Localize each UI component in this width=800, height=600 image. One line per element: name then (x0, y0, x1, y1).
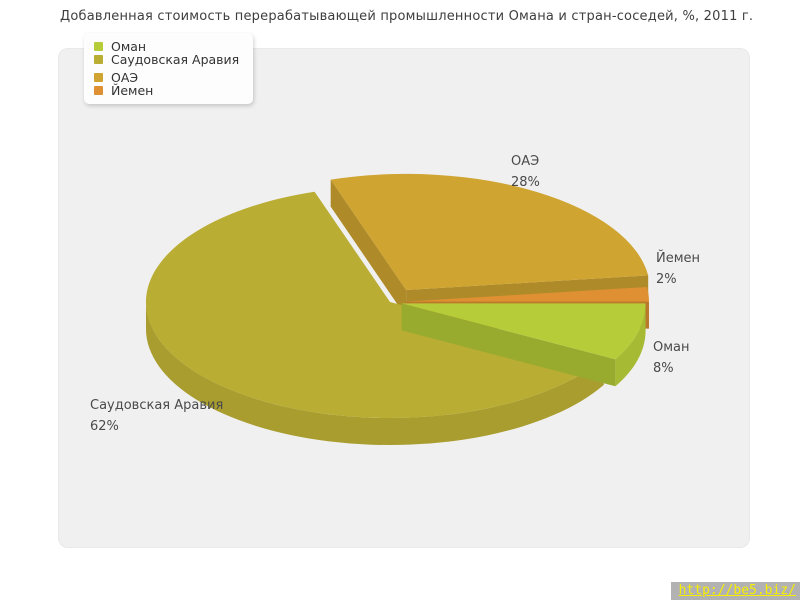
slice-label-name: Саудовская Аравия (90, 398, 224, 413)
legend-swatch-yemen (94, 86, 103, 95)
slice-label-saudi-arabia: Саудовская Аравия 62% (90, 395, 223, 437)
pie-slice-oman-rim[interactable] (615, 303, 646, 387)
legend-item-saudi-arabia[interactable]: Саудовская Аравия (94, 53, 239, 66)
legend-label: Саудовская Аравия (111, 52, 240, 67)
slice-label-oman: Оман 8% (653, 337, 690, 379)
legend: Оман Саудовская Аравия ОАЭ Йемен (84, 33, 254, 104)
slice-label-name: ОАЭ (511, 154, 540, 169)
watermark-link[interactable]: http://be5.biz/ (670, 582, 800, 600)
legend-label: Йемен (111, 83, 154, 98)
slice-label-yemen: Йемен 2% (656, 248, 700, 290)
pie-slice-saudi-arabia[interactable] (145, 191, 604, 419)
legend-label: Оман (111, 39, 147, 54)
slice-label-percent: 8% (653, 361, 674, 376)
pie-slice-uae-side[interactable] (330, 179, 407, 317)
slice-label-uae: ОАЭ 28% (511, 151, 540, 193)
pie-slice-uae[interactable] (330, 173, 649, 290)
legend-item-uae[interactable]: ОАЭ (94, 71, 239, 84)
legend-item-oman[interactable]: Оман (94, 40, 239, 53)
legend-swatch-uae (94, 73, 103, 82)
slice-label-percent: 62% (90, 419, 119, 434)
legend-swatch-saudi-arabia (94, 55, 103, 64)
pie-slice-oman[interactable] (401, 303, 646, 360)
legend-item-yemen[interactable]: Йемен (94, 84, 239, 97)
slice-label-percent: 2% (656, 272, 677, 287)
chart-title: Добавленная стоимость перерабатывающей п… (60, 9, 754, 24)
slice-label-name: Оман (653, 340, 690, 355)
pie-slice-oman-side[interactable] (401, 303, 616, 387)
legend-label: ОАЭ (111, 70, 139, 85)
slice-label-percent: 28% (511, 175, 540, 190)
legend-swatch-oman (94, 42, 103, 51)
slice-label-name: Йемен (656, 251, 701, 266)
pie-slice-saudi-arabia-rim[interactable] (145, 302, 604, 446)
pie-slice-yemen[interactable] (405, 287, 649, 302)
